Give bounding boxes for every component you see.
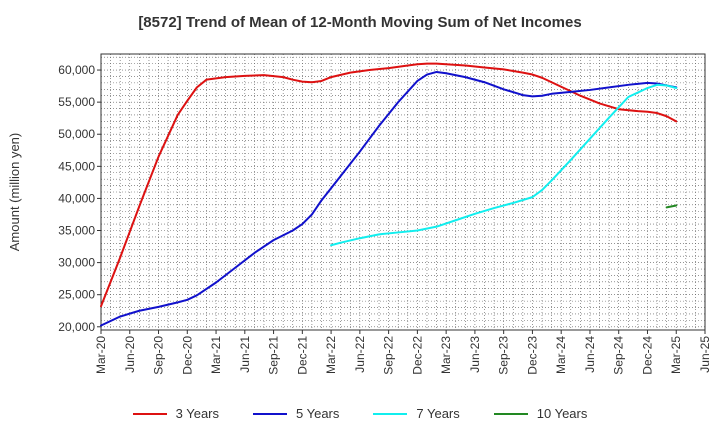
legend-label-5-years: 5 Years xyxy=(296,406,340,421)
x-tick-labels: Mar-20 Jun-20 Sep-20 Dec-20 Mar-21 Jun-21 Sep-… xyxy=(94,330,712,375)
legend-item-5-years: 5 Years xyxy=(253,406,339,421)
y-tick-label: 25,000 xyxy=(58,288,95,302)
x-tick-label: Dec-21 xyxy=(295,336,309,375)
legend-swatch-10-years xyxy=(493,412,528,415)
y-tick-label: 60,000 xyxy=(58,63,95,77)
x-tick-label: Dec-20 xyxy=(180,336,194,375)
y-tick-label: 40,000 xyxy=(58,191,95,205)
x-tick-label: Mar-20 xyxy=(94,336,108,374)
y-tick-label: 30,000 xyxy=(58,256,95,270)
y-tick-label: 20,000 xyxy=(58,320,95,334)
series-line-5-years xyxy=(100,70,678,327)
y-tick-labels: 20,000 25,000 30,000 35,000 40,000 45,000 50,0… xyxy=(58,63,101,334)
legend-swatch-3-years xyxy=(132,412,167,415)
x-tick-label: Mar-21 xyxy=(209,336,223,374)
legend-swatch-7-years xyxy=(373,412,408,415)
chart-title: [8572] Trend of Mean of 12-Month Moving … xyxy=(138,14,582,31)
legend: 3 Years 5 Years 7 Years 10 Years xyxy=(0,406,720,421)
x-tick-label: Sep-20 xyxy=(152,336,166,375)
x-tick-label: Sep-21 xyxy=(267,336,281,375)
legend-item-10-years: 10 Years xyxy=(493,406,588,421)
x-tick-label: Mar-22 xyxy=(324,336,338,374)
x-tick-label: Dec-23 xyxy=(525,336,539,375)
legend-item-3-years: 3 Years xyxy=(132,406,219,421)
y-tick-label: 55,000 xyxy=(58,95,95,109)
x-tick-label: Jun-23 xyxy=(468,336,482,373)
x-tick-label: Sep-24 xyxy=(612,336,626,375)
x-tick-label: Jun-25 xyxy=(698,336,712,373)
x-tick-label: Sep-23 xyxy=(497,336,511,375)
x-tick-label: Dec-24 xyxy=(640,336,654,375)
legend-item-7-years: 7 Years xyxy=(373,406,460,421)
axes xyxy=(100,53,706,331)
plot-frame xyxy=(100,53,706,331)
x-tick-label: Mar-24 xyxy=(554,336,568,374)
series-lines xyxy=(100,62,678,327)
x-tick-label: Sep-22 xyxy=(382,336,396,375)
x-tick-label: Jun-24 xyxy=(583,336,597,373)
legend-label-7-years: 7 Years xyxy=(416,406,460,421)
x-tick-label: Mar-25 xyxy=(669,336,683,374)
x-tick-label: Mar-23 xyxy=(439,336,453,374)
series-line-3-years xyxy=(100,62,678,308)
x-tick-label: Jun-22 xyxy=(353,336,367,373)
series-line-7-years xyxy=(330,83,678,247)
legend-label-3-years: 3 Years xyxy=(175,406,219,421)
legend-swatch-5-years xyxy=(253,412,287,415)
x-tick-label: Dec-22 xyxy=(410,336,424,375)
x-tick-label: Jun-20 xyxy=(123,336,137,373)
series-line-10-years xyxy=(665,204,678,209)
y-tick-label: 35,000 xyxy=(58,224,95,238)
x-tick-label: Jun-21 xyxy=(238,336,252,373)
legend-label-10-years: 10 Years xyxy=(536,406,588,421)
y-tick-label: 50,000 xyxy=(58,127,95,141)
y-tick-label: 45,000 xyxy=(58,159,95,173)
y-axis-label: Amount (million yen) xyxy=(7,133,22,252)
grid xyxy=(100,54,706,330)
